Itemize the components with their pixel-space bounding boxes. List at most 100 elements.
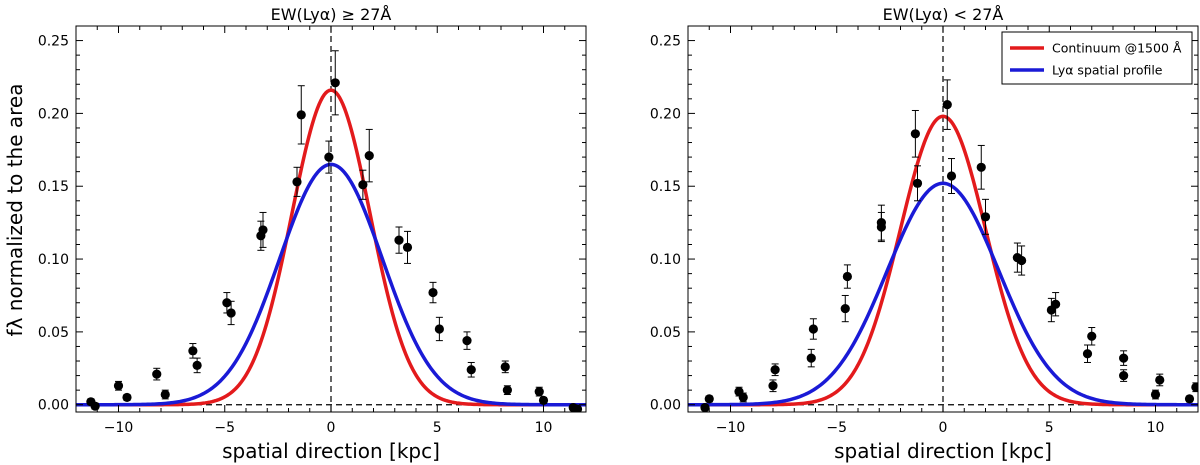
shared-y-axis-label: fλ normalized to the area: [3, 84, 27, 337]
marker: [806, 353, 816, 363]
x-axis-label: spatial direction [kpc]: [834, 439, 1052, 463]
marker: [808, 324, 818, 334]
marker: [256, 231, 266, 241]
marker: [842, 271, 852, 282]
data-point: [152, 367, 162, 381]
marker: [188, 346, 198, 356]
x-tick-label: −10: [716, 420, 746, 436]
data-point: [364, 128, 374, 183]
marker: [152, 369, 162, 379]
data-point: [1155, 373, 1165, 387]
data-point: [192, 357, 202, 374]
marker: [1119, 370, 1129, 381]
data-point: [770, 363, 780, 377]
marker: [502, 385, 512, 395]
x-tick-label: 5: [1045, 420, 1054, 436]
marker: [704, 394, 714, 404]
data-point: [738, 392, 748, 403]
marker: [980, 212, 991, 222]
x-tick-label: 10: [535, 420, 553, 436]
marker: [226, 308, 236, 318]
data-point: [568, 403, 578, 412]
marker: [296, 110, 306, 120]
marker: [976, 162, 986, 172]
data-point: [842, 264, 852, 289]
data-point: [700, 403, 710, 412]
data-point: [1184, 394, 1195, 404]
marker: [466, 365, 476, 375]
marker: [538, 395, 549, 405]
marker: [358, 180, 368, 190]
data-point: [1087, 327, 1097, 346]
data-point: [292, 166, 302, 197]
marker: [1119, 353, 1129, 363]
curve-lya-profile: [76, 162, 586, 407]
data-point: [394, 226, 404, 254]
marker: [1051, 299, 1061, 309]
marker: [292, 177, 302, 187]
data-point: [980, 198, 991, 235]
y-tick-label: 0.15: [650, 179, 681, 195]
data-point: [324, 140, 334, 174]
marker: [462, 336, 472, 346]
data-point: [840, 294, 850, 323]
data-point: [188, 343, 198, 359]
y-tick-label: 0.25: [38, 34, 69, 50]
marker: [222, 298, 232, 308]
marker: [534, 387, 544, 397]
marker: [402, 242, 413, 253]
y-tick-label: 0.15: [38, 179, 69, 195]
y-tick-label: 0.25: [650, 34, 681, 50]
curve-lya-profile: [688, 181, 1198, 407]
data-point: [500, 360, 510, 374]
y-tick-label: 0.10: [38, 252, 69, 268]
marker: [1155, 375, 1165, 385]
marker: [1191, 382, 1198, 392]
x-tick-label: −5: [214, 420, 235, 436]
legend-label: Continuum @1500 Å: [1052, 41, 1182, 56]
x-tick-label: 5: [433, 420, 442, 436]
marker: [122, 392, 132, 403]
panel-title: EW(Lyα) ≥ 27Å: [271, 5, 392, 24]
left-panel: −10 −5 0 5 10 0.00 0.05 0.10 0.15 0.20 0.25 EW(Lyα)…: [38, 5, 587, 463]
data-point: [912, 165, 923, 202]
data-point: [226, 300, 236, 326]
marker: [192, 360, 202, 370]
data-point: [222, 292, 232, 314]
marker: [1184, 394, 1195, 404]
data-point: [402, 230, 413, 264]
y-tick-label: 0.00: [38, 398, 69, 414]
marker: [840, 303, 850, 314]
marker: [90, 401, 100, 411]
data-point: [768, 379, 778, 393]
data-point: [258, 211, 268, 248]
data-point: [1082, 344, 1093, 363]
data-point: [808, 318, 818, 340]
panel-title: EW(Lyα) < 27Å: [883, 5, 1004, 24]
y-tick-label: 0.20: [650, 106, 681, 122]
marker: [364, 151, 374, 161]
data-point: [538, 395, 549, 405]
data-point: [160, 389, 170, 400]
marker: [700, 403, 710, 412]
plot-area: [76, 26, 586, 412]
marker: [113, 381, 124, 391]
marker: [946, 171, 957, 181]
marker: [324, 152, 334, 162]
marker: [910, 129, 920, 139]
marker: [568, 403, 578, 412]
marker: [738, 392, 748, 403]
x-tick-label: −5: [826, 420, 847, 436]
data-point: [910, 109, 920, 158]
data-point: [358, 169, 368, 200]
y-tick-label: 0.05: [38, 325, 69, 341]
data-point: [466, 361, 476, 378]
data-point: [806, 348, 816, 368]
data-point: [976, 144, 986, 190]
data-point: [428, 281, 438, 304]
data-point: [90, 401, 100, 411]
y-tick-label: 0.05: [650, 325, 681, 341]
data-point: [113, 380, 124, 391]
data-point: [330, 50, 340, 116]
